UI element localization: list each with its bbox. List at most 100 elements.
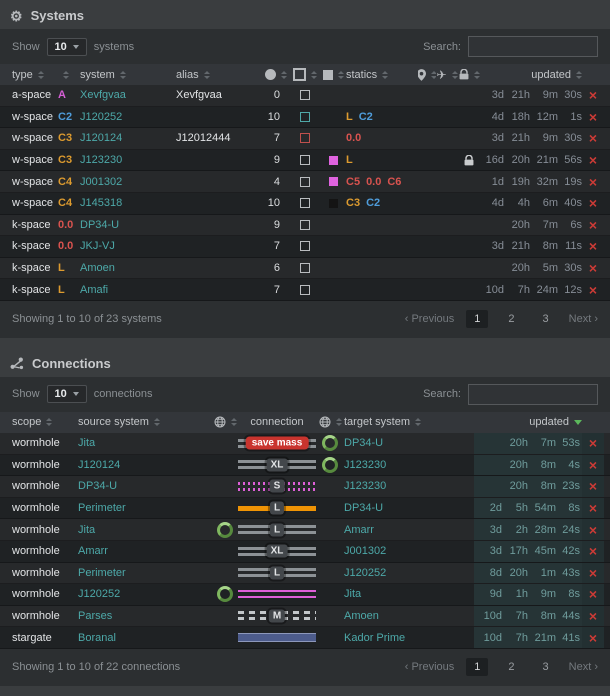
- page-button-2[interactable]: 2: [508, 660, 515, 673]
- systems-table-row[interactable]: w-space C2 J120252 10 L C2 4d 18h 12m 1s ×: [0, 106, 610, 129]
- next-button[interactable]: Next ›: [568, 312, 598, 325]
- delete-row-button[interactable]: ×: [588, 196, 598, 211]
- show-entries-select[interactable]: 10: [46, 37, 87, 56]
- target-system-link[interactable]: DP34-U: [344, 437, 384, 450]
- target-system-link[interactable]: Kador Prime: [344, 631, 406, 644]
- connections-table-row[interactable]: wormhole Jita save mass DP34-U 20h 7m 53s ×: [0, 432, 610, 455]
- col-alias[interactable]: alias: [176, 69, 262, 81]
- connections-table-row[interactable]: wormhole Amarr XL J001302 3d 17h 45m 42s ×: [0, 540, 610, 563]
- source-system-link[interactable]: Amarr: [78, 545, 108, 558]
- delete-row-button[interactable]: ×: [588, 217, 598, 232]
- col-signature-count[interactable]: [262, 69, 290, 80]
- delete-row-button[interactable]: ×: [582, 540, 604, 562]
- previous-button[interactable]: ‹ Previous: [404, 312, 455, 325]
- delete-row-button[interactable]: ×: [588, 282, 598, 297]
- target-system-link[interactable]: Amoen: [344, 609, 379, 622]
- delete-row-button[interactable]: ×: [588, 88, 598, 103]
- delete-row-button[interactable]: ×: [588, 131, 598, 146]
- col-statics[interactable]: statics: [346, 69, 418, 81]
- delete-row-button[interactable]: ×: [588, 174, 598, 189]
- col-updated[interactable]: updated: [480, 69, 582, 81]
- connections-table-row[interactable]: wormhole J120252 Jita 9d 1h 9m 8s ×: [0, 584, 610, 606]
- page-button-3[interactable]: 3: [542, 660, 549, 673]
- col-security[interactable]: [58, 70, 80, 79]
- system-name-link[interactable]: DP34-U: [80, 218, 120, 231]
- show-entries-select[interactable]: 10: [46, 385, 87, 404]
- col-source-system[interactable]: source system: [78, 416, 212, 428]
- systems-table-row[interactable]: w-space C4 J145318 10 C3 C2 4d 4h 6m 40s ×: [0, 192, 610, 215]
- source-system-link[interactable]: Perimeter: [78, 566, 126, 579]
- system-name-link[interactable]: J120124: [80, 132, 123, 145]
- col-target-system[interactable]: target system: [344, 416, 474, 428]
- systems-table-row[interactable]: k-space 0.0 DP34-U 9 20h 7m 6s ×: [0, 214, 610, 237]
- systems-table-row[interactable]: k-space L Amafi 7 10d 7h 24m 12s ×: [0, 279, 610, 301]
- connections-table-row[interactable]: wormhole Jita L Amarr 3d 2h 28m 24s ×: [0, 519, 610, 541]
- system-name-link[interactable]: JKJ-VJ: [80, 240, 115, 253]
- system-name-link[interactable]: J001302: [80, 175, 123, 188]
- target-system-link[interactable]: Amarr: [344, 523, 374, 536]
- system-name-link[interactable]: Xevfgvaa: [80, 89, 126, 102]
- source-system-link[interactable]: Jita: [78, 523, 96, 536]
- col-locked[interactable]: [458, 69, 480, 80]
- delete-row-button[interactable]: ×: [582, 454, 604, 476]
- delete-row-button[interactable]: ×: [582, 562, 604, 584]
- delete-row-button[interactable]: ×: [588, 239, 598, 254]
- source-system-link[interactable]: Parses: [78, 609, 113, 622]
- col-target-globe[interactable]: [316, 416, 344, 428]
- systems-table-row[interactable]: w-space C4 J001302 4 C5 0.0 C6 1d 19h 32m 19s ×: [0, 171, 610, 193]
- target-system-link[interactable]: J001302: [344, 545, 387, 558]
- target-system-link[interactable]: J120252: [344, 566, 387, 579]
- delete-row-button[interactable]: ×: [588, 109, 598, 124]
- source-system-link[interactable]: DP34-U: [78, 480, 118, 493]
- col-status-filled[interactable]: [320, 69, 346, 80]
- connections-table-row[interactable]: wormhole J120124 XL J123230 20h 8m 4s ×: [0, 454, 610, 477]
- next-button[interactable]: Next ›: [568, 660, 598, 673]
- source-system-link[interactable]: Jita: [78, 437, 96, 450]
- systems-search-input[interactable]: [468, 36, 598, 57]
- systems-table-row[interactable]: w-space C3 J123230 9 L 16d 20h 21m 56s ×: [0, 149, 610, 172]
- page-button-1[interactable]: 1: [466, 657, 489, 676]
- systems-table-row[interactable]: w-space C3 J120124 J12012444 7 0.0 3d 21h 9m 30s ×: [0, 128, 610, 150]
- connections-table-row[interactable]: wormhole Perimeter L DP34-U 2d 5h 54m 8s ×: [0, 497, 610, 520]
- page-button-2[interactable]: 2: [508, 312, 515, 325]
- delete-row-button[interactable]: ×: [588, 261, 598, 276]
- connections-table-row[interactable]: stargate Boranal Kador Prime 10d 7h 21m 41s ×: [0, 627, 610, 649]
- target-system-link[interactable]: J123230: [344, 480, 387, 493]
- system-name-link[interactable]: J123230: [80, 154, 123, 167]
- delete-row-button[interactable]: ×: [582, 605, 604, 627]
- systems-table-row[interactable]: a-space A Xevfgvaa Xevfgvaa 0 3d 21h 9m 30s ×: [0, 85, 610, 107]
- delete-row-button[interactable]: ×: [588, 153, 598, 168]
- col-jumps[interactable]: ✈: [436, 69, 458, 81]
- systems-table-row[interactable]: k-space 0.0 JKJ-VJ 7 3d 21h 8m 11s ×: [0, 236, 610, 258]
- systems-table-row[interactable]: k-space L Amoen 6 20h 5m 30s ×: [0, 257, 610, 280]
- system-name-link[interactable]: J120252: [80, 110, 123, 123]
- col-location[interactable]: [418, 68, 436, 81]
- delete-row-button[interactable]: ×: [582, 584, 604, 605]
- system-name-link[interactable]: J145318: [80, 197, 123, 210]
- col-source-globe[interactable]: [212, 416, 238, 428]
- connections-table-row[interactable]: wormhole Perimeter L J120252 8d 20h 1m 43s ×: [0, 562, 610, 585]
- source-system-link[interactable]: J120252: [78, 588, 121, 601]
- col-updated[interactable]: updated: [474, 416, 582, 428]
- delete-row-button[interactable]: ×: [582, 432, 604, 454]
- delete-row-button[interactable]: ×: [582, 497, 604, 519]
- delete-row-button[interactable]: ×: [582, 519, 604, 540]
- target-system-link[interactable]: Jita: [344, 588, 362, 601]
- target-system-link[interactable]: DP34-U: [344, 502, 384, 515]
- delete-row-button[interactable]: ×: [582, 627, 604, 648]
- system-name-link[interactable]: Amoen: [80, 262, 115, 275]
- connections-table-row[interactable]: wormhole Parses M Amoen 10d 7h 8m 44s ×: [0, 605, 610, 628]
- previous-button[interactable]: ‹ Previous: [404, 660, 455, 673]
- col-system[interactable]: system: [80, 69, 176, 81]
- source-system-link[interactable]: Boranal: [78, 631, 116, 644]
- target-system-link[interactable]: J123230: [344, 458, 387, 471]
- page-button-1[interactable]: 1: [466, 309, 489, 328]
- source-system-link[interactable]: J120124: [78, 458, 121, 471]
- col-type[interactable]: type: [12, 69, 58, 81]
- page-button-3[interactable]: 3: [542, 312, 549, 325]
- col-scope[interactable]: scope: [12, 416, 78, 428]
- system-name-link[interactable]: Amafi: [80, 283, 109, 296]
- source-system-link[interactable]: Perimeter: [78, 502, 126, 515]
- col-status-open[interactable]: [290, 68, 320, 81]
- connections-search-input[interactable]: [468, 383, 598, 405]
